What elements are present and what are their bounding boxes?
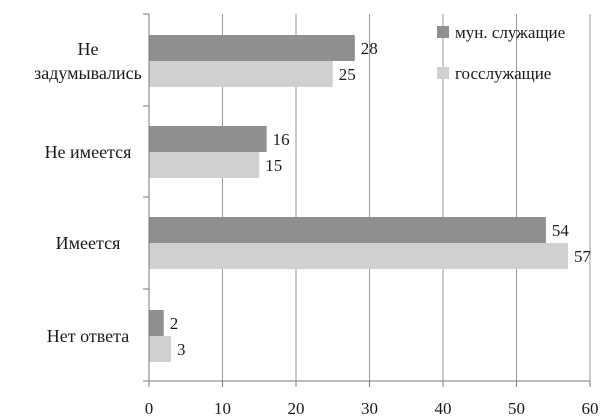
bar-mun-0 [149, 35, 355, 61]
legend-label-mun: мун. служащие [455, 23, 565, 42]
bar-mun-2 [149, 217, 546, 243]
category-label-0-1: задумывались [34, 63, 142, 83]
category-label-2-0: Имеется [56, 233, 121, 253]
bar-gos-2 [149, 243, 568, 269]
category-label-1-0: Не имеется [45, 142, 132, 162]
bar-gos-3 [149, 336, 172, 362]
value-label-gos-3: 3 [177, 340, 186, 359]
x-tick-label-0: 0 [145, 399, 154, 418]
category-label-0-0: Не [78, 39, 99, 59]
value-label-mun-2: 54 [552, 221, 570, 240]
category-label-3-0: Нет ответа [47, 326, 129, 346]
bar-gos-1 [149, 152, 260, 178]
x-tick-label-60: 60 [582, 399, 599, 418]
value-label-mun-3: 2 [170, 314, 179, 333]
value-label-mun-1: 16 [273, 130, 290, 149]
legend: мун. служащие госслужащие [437, 23, 565, 83]
value-label-gos-0: 25 [339, 65, 356, 84]
value-label-mun-0: 28 [361, 39, 378, 58]
bars [149, 35, 568, 362]
bar-mun-1 [149, 126, 267, 152]
legend-swatch-mun [437, 26, 449, 38]
bar-mun-3 [149, 310, 164, 336]
bar-gos-0 [149, 61, 333, 87]
legend-label-gos: госслужащие [455, 64, 551, 83]
x-tick-label-50: 50 [508, 399, 525, 418]
value-label-gos-2: 57 [574, 247, 592, 266]
x-tick-label-30: 30 [361, 399, 378, 418]
x-tick-label-20: 20 [288, 399, 305, 418]
x-tick-label-10: 10 [214, 399, 231, 418]
axes [143, 13, 591, 387]
value-label-gos-1: 15 [265, 156, 282, 175]
labels: 0 10 20 30 40 50 60 28 25 Не задумывались 16 15 Не им… [34, 39, 598, 418]
legend-swatch-gos [437, 67, 449, 79]
x-tick-label-40: 40 [435, 399, 452, 418]
